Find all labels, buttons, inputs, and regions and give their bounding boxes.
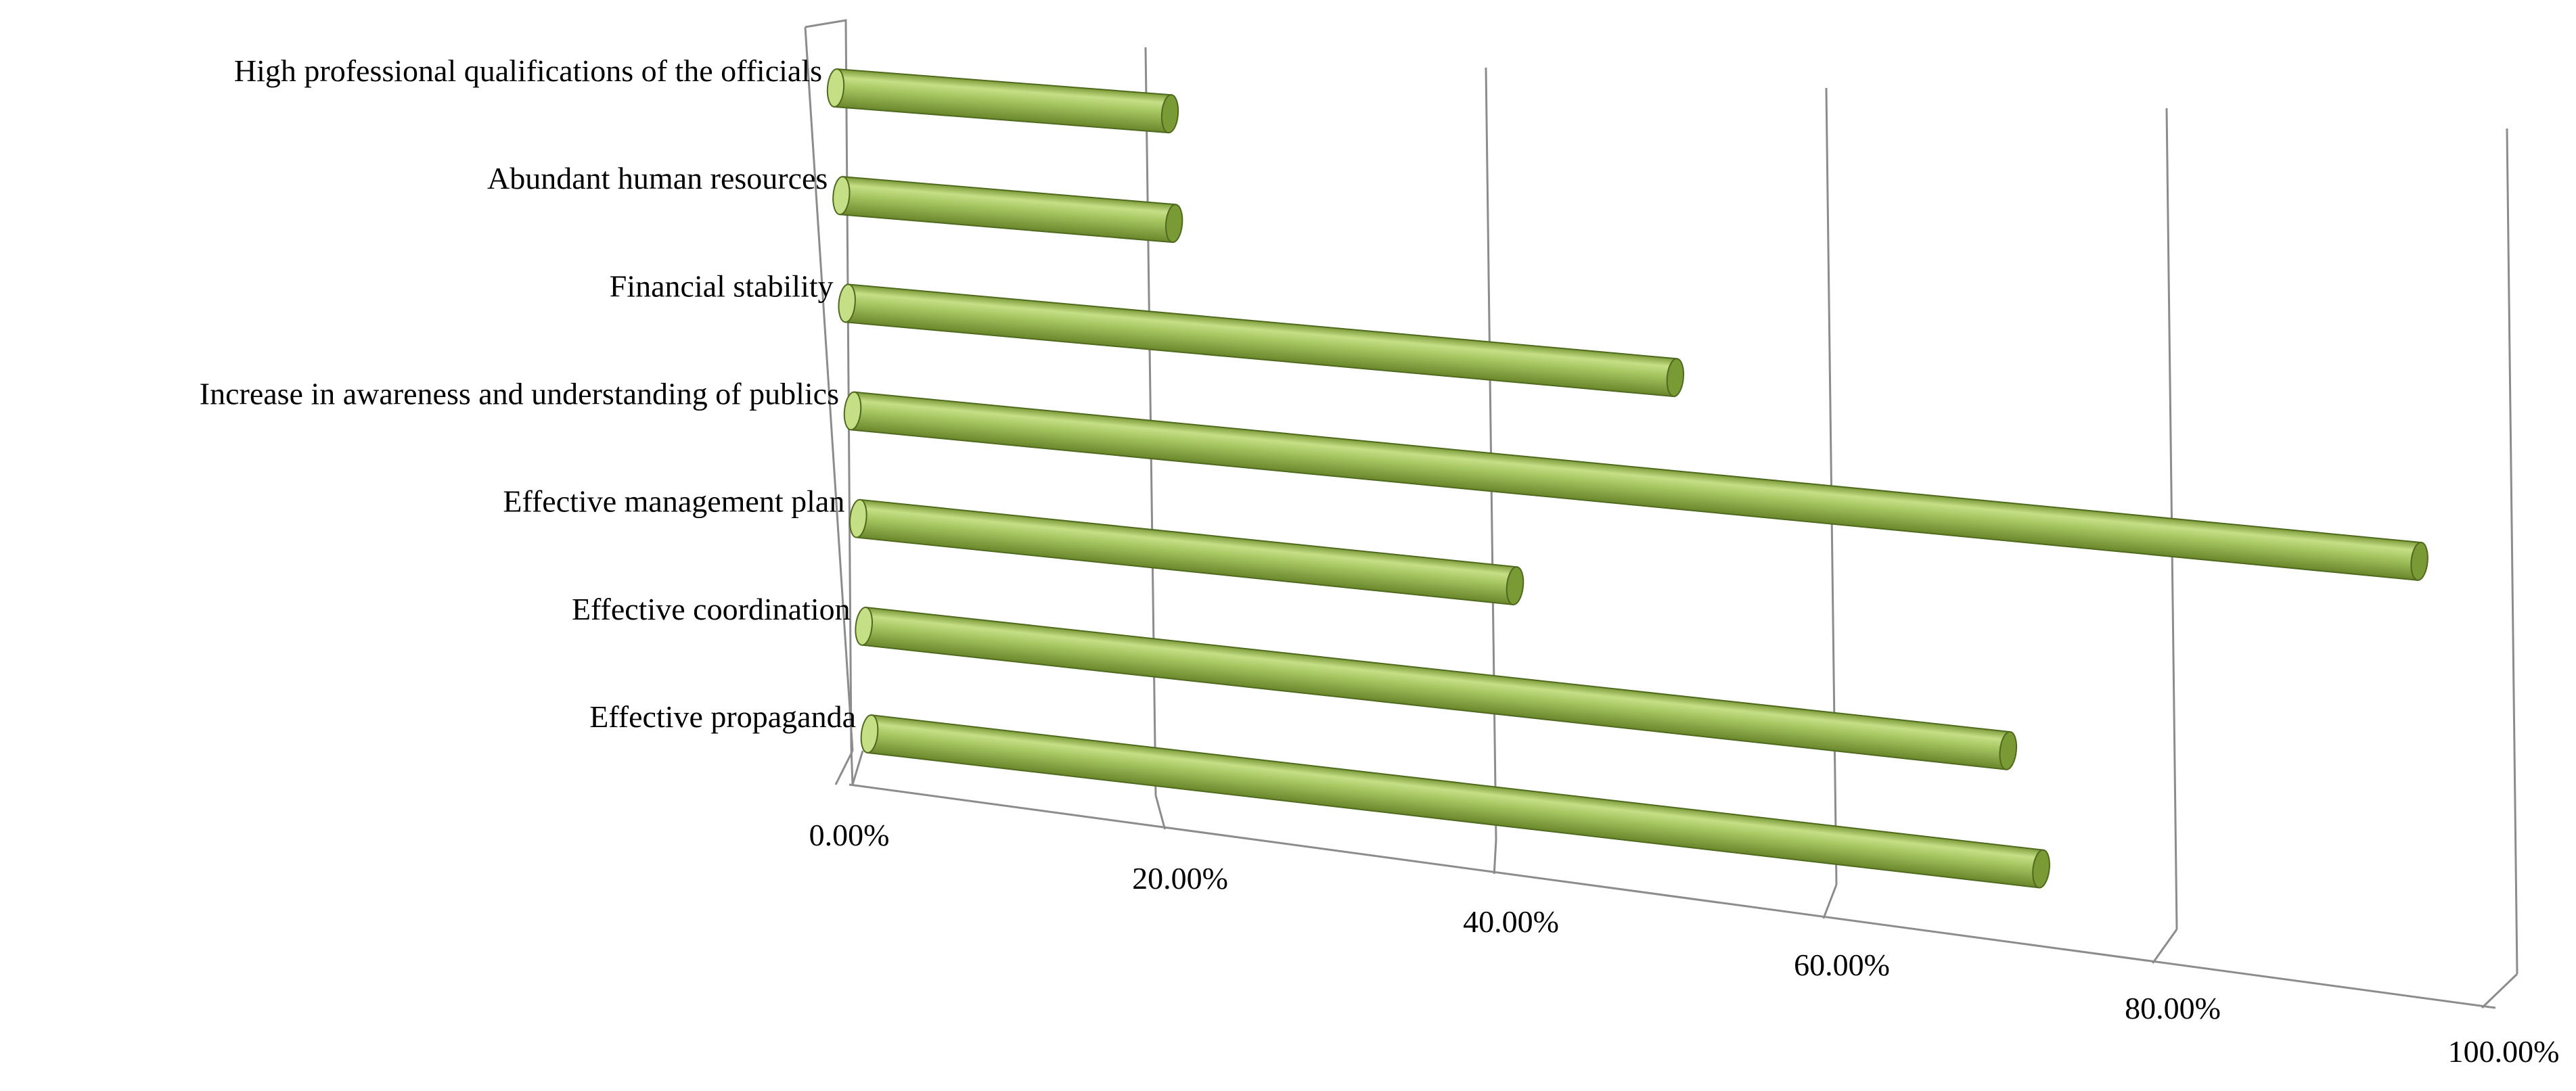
floor-grid-line — [1822, 884, 1838, 919]
category-label: Effective coordination — [572, 592, 851, 626]
bar — [860, 714, 2050, 889]
floor-grid-line — [1493, 839, 1497, 875]
category-labels: High professional qualifications of the … — [200, 53, 856, 734]
category-label: Effective propaganda — [589, 699, 856, 734]
bar — [849, 498, 1524, 606]
bar — [832, 176, 1183, 243]
category-label: High professional qualifications of the … — [234, 53, 822, 88]
bar — [855, 606, 2018, 770]
grid-lines — [804, 19, 2518, 1009]
x-axis-line — [849, 783, 2496, 1009]
floor-corner — [851, 750, 864, 785]
x-tick-label: 20.00% — [1132, 861, 1228, 896]
category-label: Effective management plan — [503, 484, 844, 519]
side-wall — [805, 19, 854, 785]
x-tick-label: 80.00% — [2125, 991, 2221, 1025]
floor-grid-line — [1154, 795, 1167, 830]
category-label: Increase in awareness and understanding … — [200, 377, 839, 411]
bar — [838, 283, 1685, 398]
category-label: Abundant human resources — [487, 161, 828, 195]
grid-line — [2506, 128, 2518, 975]
bars — [826, 68, 2428, 889]
bar — [843, 391, 2428, 581]
floor-grid-line — [2152, 929, 2178, 964]
x-tick-label: 0.00% — [809, 818, 890, 852]
bar — [826, 68, 1179, 134]
x-tick-label: 60.00% — [1794, 948, 1890, 982]
x-tick-label: 100.00% — [2448, 1034, 2560, 1069]
floor-grid-line — [2481, 973, 2518, 1009]
category-label: Financial stability — [610, 269, 834, 303]
grid-line — [804, 26, 854, 751]
x-axis-tick-labels: 0.00% 20.00% 40.00% 60.00% 80.00% 100.00% — [809, 818, 2560, 1069]
floor-grid-line — [834, 750, 854, 785]
x-tick-label: 40.00% — [1463, 904, 1559, 939]
